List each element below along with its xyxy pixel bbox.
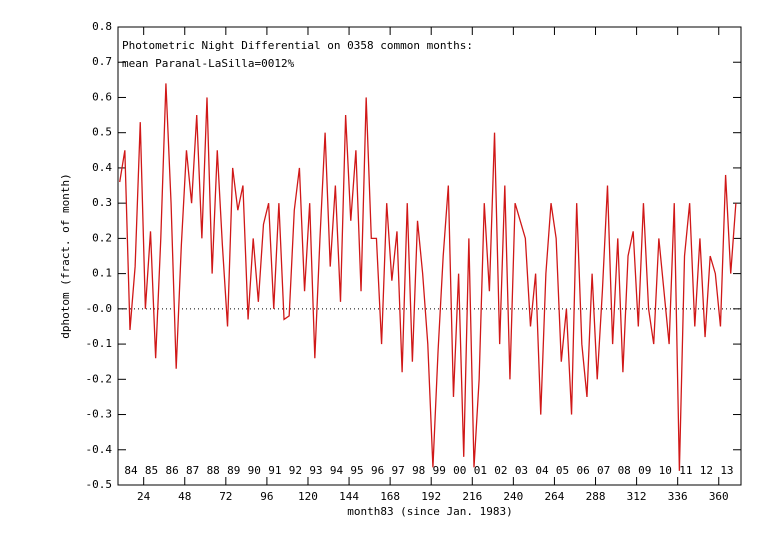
- year-label: 12: [700, 464, 713, 477]
- year-label: 99: [433, 464, 446, 477]
- data-line: [119, 83, 737, 471]
- x-tick-label: 24: [137, 490, 151, 503]
- year-label: 97: [392, 464, 405, 477]
- y-tick-label: 0.8: [92, 20, 112, 33]
- year-label: 84: [124, 464, 138, 477]
- year-label: 88: [207, 464, 220, 477]
- x-tick-label: 360: [709, 490, 729, 503]
- year-label: 08: [618, 464, 631, 477]
- y-tick-label: -0.0: [86, 302, 113, 315]
- y-tick-label: -0.2: [86, 372, 113, 385]
- year-label: 11: [679, 464, 692, 477]
- y-tick-label: 0.2: [92, 231, 112, 244]
- annotation: mean Paranal-LaSilla=0012%: [122, 57, 295, 70]
- x-axis-label: month83 (since Jan. 1983): [347, 505, 513, 518]
- year-label: 90: [248, 464, 261, 477]
- x-tick-label: 288: [586, 490, 606, 503]
- plot-frame: [117, 26, 742, 486]
- year-label: 93: [309, 464, 322, 477]
- x-tick-label: 264: [545, 490, 565, 503]
- year-label: 98: [412, 464, 425, 477]
- x-tick-label: 192: [421, 490, 441, 503]
- year-label: 02: [494, 464, 507, 477]
- year-label: 07: [597, 464, 610, 477]
- y-tick-label: -0.1: [86, 337, 113, 350]
- year-label: 09: [638, 464, 651, 477]
- year-label: 85: [145, 464, 158, 477]
- y-tick-label: 0.6: [92, 90, 112, 103]
- year-label: 95: [350, 464, 363, 477]
- x-tick-label: 72: [219, 490, 232, 503]
- year-label: 89: [227, 464, 240, 477]
- x-tick-label: 312: [627, 490, 647, 503]
- x-tick-label: 240: [503, 490, 523, 503]
- year-label: 91: [268, 464, 281, 477]
- x-tick-label: 120: [298, 490, 318, 503]
- x-tick-label: 336: [668, 490, 688, 503]
- year-label: 00: [453, 464, 466, 477]
- year-label: 92: [289, 464, 302, 477]
- year-label: 86: [165, 464, 178, 477]
- x-tick-label: 48: [178, 490, 191, 503]
- x-tick-label: 96: [260, 490, 273, 503]
- y-tick-label: 0.3: [92, 196, 112, 209]
- year-label: 01: [474, 464, 487, 477]
- year-label: 03: [515, 464, 528, 477]
- year-label: 06: [576, 464, 589, 477]
- year-label: 10: [659, 464, 672, 477]
- y-tick-label: 0.4: [92, 161, 112, 174]
- y-tick-label: -0.3: [86, 408, 113, 421]
- y-tick-label: 0.5: [92, 126, 112, 139]
- y-tick-label: 0.1: [92, 267, 112, 280]
- year-label: 13: [720, 464, 733, 477]
- y-tick-label: 0.7: [92, 55, 112, 68]
- x-tick-label: 144: [339, 490, 359, 503]
- y-tick-label: -0.4: [86, 443, 113, 456]
- y-axis-label: dphotom (fract. of month): [59, 173, 72, 339]
- year-label: 04: [535, 464, 549, 477]
- y-tick-label: -0.5: [86, 478, 113, 491]
- year-label: 94: [330, 464, 344, 477]
- x-tick-label: 216: [462, 490, 482, 503]
- x-tick-label: 168: [380, 490, 400, 503]
- year-label: 87: [186, 464, 199, 477]
- year-label: 05: [556, 464, 569, 477]
- annotation: Photometric Night Differential on 0358 c…: [122, 39, 473, 52]
- year-label: 96: [371, 464, 384, 477]
